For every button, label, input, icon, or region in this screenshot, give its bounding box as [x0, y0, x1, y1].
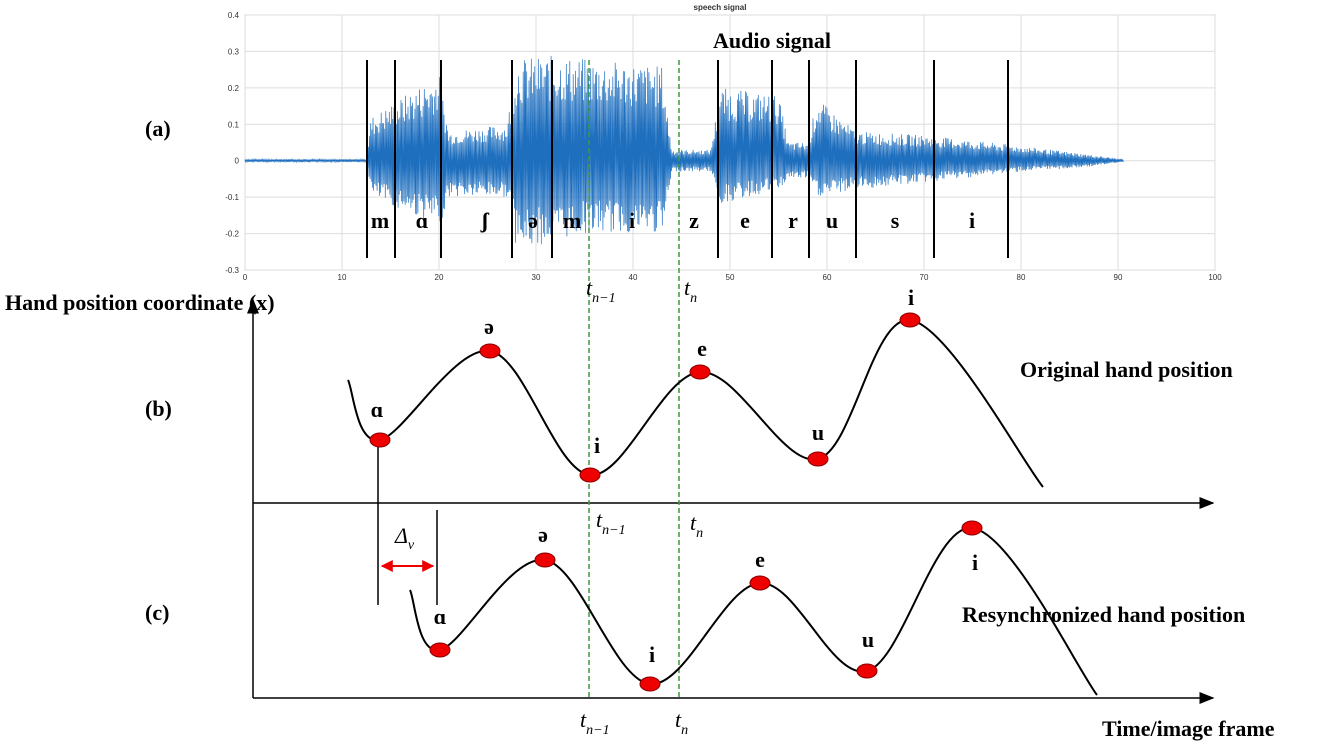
curve-caption: Resynchronized hand position — [962, 602, 1245, 627]
time-sub: n — [690, 291, 697, 306]
target-point — [899, 312, 921, 328]
target-point — [856, 663, 878, 679]
target-point — [429, 642, 451, 658]
panel-label: (a) — [145, 116, 171, 141]
target-point — [807, 451, 829, 467]
target-label: ə — [484, 314, 494, 339]
time-label: tn — [684, 275, 697, 306]
time-sub: n — [681, 723, 688, 738]
time-base: t — [684, 275, 691, 300]
time-sub: n−1 — [602, 523, 625, 538]
x-tick-label: 40 — [629, 273, 638, 282]
time-label: tn — [690, 510, 703, 541]
panel-label: (c) — [145, 600, 169, 625]
target-label: i — [908, 285, 914, 310]
phoneme-label: ɑ — [416, 208, 429, 233]
phoneme-label: i — [969, 208, 975, 233]
target-label: u — [812, 420, 824, 445]
y-tick-label: -0.2 — [225, 230, 239, 239]
x-tick-label: 100 — [1208, 273, 1222, 282]
x-tick-label: 60 — [823, 273, 832, 282]
time-label: tn — [675, 707, 688, 738]
phoneme-label: z — [689, 208, 699, 233]
phoneme-label: m — [563, 208, 581, 233]
y-tick-label: 0.1 — [228, 120, 240, 129]
x-tick-label: 80 — [1017, 273, 1026, 282]
target-point — [689, 364, 711, 380]
phoneme-label: i — [629, 208, 635, 233]
phoneme-label: ʃ — [480, 208, 490, 233]
target-label: i — [594, 433, 600, 458]
y-tick-label: -0.1 — [225, 193, 239, 202]
audio-plot — [244, 14, 1216, 271]
time-base: t — [586, 275, 593, 300]
phoneme-label: ə — [528, 208, 538, 233]
target-label: u — [862, 627, 874, 652]
target-point — [369, 432, 391, 448]
x-tick-label: 90 — [1114, 273, 1123, 282]
time-sub: n — [696, 526, 703, 541]
target-point — [579, 467, 601, 483]
phoneme-label: r — [788, 208, 798, 233]
waveform — [244, 55, 1124, 245]
time-label: tn−1 — [596, 507, 626, 538]
target-point — [639, 676, 661, 692]
plot-title: speech signal — [694, 3, 747, 12]
target-point — [479, 343, 501, 359]
y-tick-label: 0.4 — [228, 11, 240, 20]
time-label: tn−1 — [586, 275, 616, 306]
delay-label: Δv — [394, 523, 415, 553]
time-base: t — [580, 707, 587, 732]
x-tick-label: 10 — [338, 273, 347, 282]
y-tick-label: 0.2 — [228, 84, 240, 93]
x-tick-label: 0 — [243, 273, 248, 282]
target-point — [961, 520, 983, 536]
phoneme-label: s — [891, 208, 900, 233]
time-sub: n−1 — [592, 291, 615, 306]
time-label: tn−1 — [580, 707, 610, 738]
target-point — [534, 552, 556, 568]
x-tick-label: 30 — [532, 273, 541, 282]
target-label: ə — [538, 522, 548, 547]
hand-trajectory — [347, 318, 1044, 488]
time-base: t — [690, 510, 697, 535]
phoneme-label: u — [826, 208, 838, 233]
target-label: e — [697, 336, 707, 361]
time-base: t — [675, 707, 682, 732]
target-label: i — [972, 550, 978, 575]
y-axis-label: Hand position coordinate (x) — [5, 290, 275, 315]
panel-label: (b) — [145, 396, 172, 421]
x-tick-label: 50 — [726, 273, 735, 282]
y-tick-label: 0 — [235, 157, 240, 166]
time-sub: n−1 — [586, 723, 609, 738]
x-axis-label: Time/image frame — [1102, 716, 1275, 741]
audio-caption: Audio signal — [713, 28, 831, 53]
target-label: i — [649, 642, 655, 667]
phoneme-label: e — [740, 208, 750, 233]
target-point — [749, 575, 771, 591]
y-tick-label: -0.3 — [225, 266, 239, 275]
x-tick-label: 70 — [920, 273, 929, 282]
curve-caption: Original hand position — [1020, 357, 1233, 382]
target-label: ɑ — [434, 604, 447, 629]
x-tick-label: 20 — [435, 273, 444, 282]
time-base: t — [596, 507, 603, 532]
phoneme-label: m — [371, 208, 389, 233]
y-tick-label: 0.3 — [228, 47, 240, 56]
target-label: ɑ — [371, 397, 384, 422]
target-label: e — [755, 547, 765, 572]
